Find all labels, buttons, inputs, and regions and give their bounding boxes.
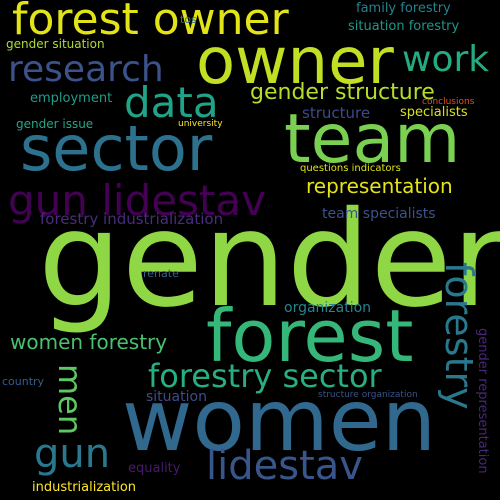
word-research: research [8, 49, 164, 90]
word-gender-situation: gender situation [6, 37, 105, 51]
word-family-forestry: family forestry [356, 1, 451, 16]
word-owner: owner [196, 25, 394, 99]
word-men: men [51, 364, 89, 436]
word-tos: tos [180, 13, 197, 26]
word-gender: gender [38, 183, 500, 337]
word-women: women [122, 371, 437, 471]
word-structure-organization: structure organization [318, 390, 418, 400]
word-forest: forest [206, 294, 414, 378]
word-gender-issue: gender issue [16, 117, 94, 131]
word-data: data [124, 78, 219, 127]
word-women-forestry: women forestry [10, 330, 168, 354]
word-renate: renate [143, 267, 179, 280]
word-representation: representation [306, 174, 453, 198]
word-situation-forestry: situation forestry [348, 19, 460, 34]
word-structure: structure [302, 104, 371, 122]
word-equality: equality [128, 461, 181, 476]
word-specialists: specialists [400, 105, 468, 120]
word-country: country [2, 375, 45, 388]
word-conclusions: conclusions [422, 97, 475, 107]
word-forest-owner: forest owner [12, 0, 289, 45]
word-situation: situation [146, 389, 207, 405]
word-forestry-sector: forestry sector [148, 357, 382, 395]
word-forestry: forestry [437, 262, 481, 410]
word-gender-structure: gender structure [250, 80, 435, 105]
word-gun: gun [34, 431, 111, 477]
word-gun-lidestav: gun lidestav [8, 176, 267, 225]
word-team: team [284, 100, 461, 179]
word-work: work [402, 39, 490, 80]
word-employment: employment [30, 91, 113, 106]
word-sector: sector [20, 112, 213, 185]
word-questions-indicators: questions indicators [300, 163, 401, 174]
word-gender-representation: gender representation [475, 328, 490, 474]
word-forestry-industrialization: forestry industrialization [40, 210, 224, 228]
word-industrialization: industrialization [32, 480, 137, 495]
word-team-specialists: team specialists [322, 206, 436, 222]
word-organization: organization [284, 300, 372, 316]
word-lidestav: lidestav [206, 443, 363, 489]
word-university: university [178, 119, 223, 129]
